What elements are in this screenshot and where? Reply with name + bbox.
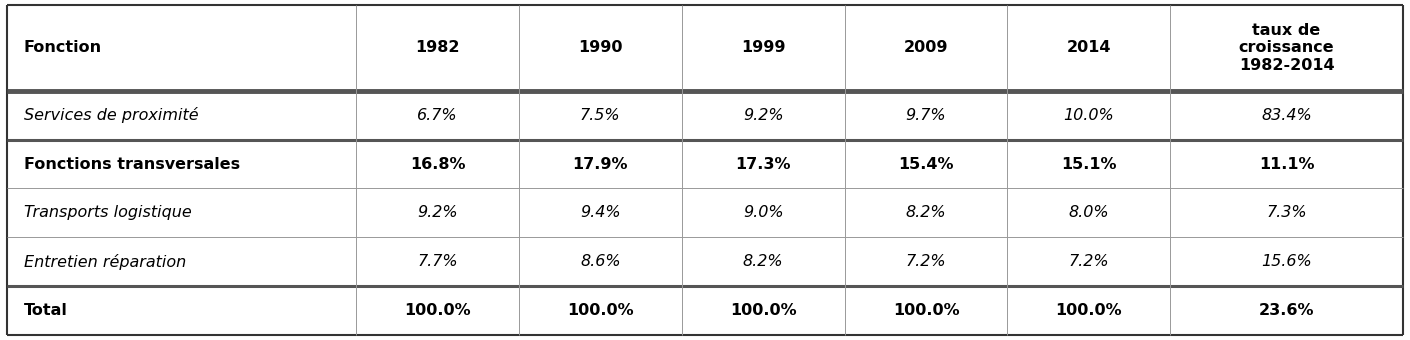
Text: 9.7%: 9.7% <box>905 108 946 123</box>
Text: 7.7%: 7.7% <box>417 254 458 269</box>
Text: 9.0%: 9.0% <box>743 205 784 220</box>
Text: 16.8%: 16.8% <box>410 156 465 172</box>
Text: Total: Total <box>24 303 68 318</box>
Text: 1982: 1982 <box>415 40 460 55</box>
Text: Fonction: Fonction <box>24 40 102 55</box>
Text: 8.0%: 8.0% <box>1069 205 1110 220</box>
Text: 15.4%: 15.4% <box>898 156 953 172</box>
Text: 100.0%: 100.0% <box>893 303 959 318</box>
Text: Fonctions transversales: Fonctions transversales <box>24 156 240 172</box>
Text: 7.5%: 7.5% <box>580 108 620 123</box>
Text: Services de proximité: Services de proximité <box>24 107 199 123</box>
Text: 6.7%: 6.7% <box>417 108 458 123</box>
Text: 11.1%: 11.1% <box>1259 156 1314 172</box>
Text: 100.0%: 100.0% <box>405 303 471 318</box>
Text: 8.2%: 8.2% <box>905 205 946 220</box>
Text: 7.2%: 7.2% <box>1069 254 1110 269</box>
Text: 7.2%: 7.2% <box>905 254 946 269</box>
Text: 1990: 1990 <box>578 40 623 55</box>
Text: 10.0%: 10.0% <box>1063 108 1114 123</box>
Text: 100.0%: 100.0% <box>730 303 797 318</box>
Text: Entretien réparation: Entretien réparation <box>24 254 186 270</box>
Text: 1999: 1999 <box>740 40 785 55</box>
Text: 9.2%: 9.2% <box>417 205 458 220</box>
Text: Transports logistique: Transports logistique <box>24 205 192 220</box>
Text: 15.1%: 15.1% <box>1062 156 1117 172</box>
Text: 2009: 2009 <box>904 40 949 55</box>
Text: 17.9%: 17.9% <box>572 156 627 172</box>
Text: 83.4%: 83.4% <box>1262 108 1311 123</box>
Text: 9.4%: 9.4% <box>580 205 620 220</box>
Text: 15.6%: 15.6% <box>1262 254 1311 269</box>
Text: 8.2%: 8.2% <box>743 254 784 269</box>
Text: 7.3%: 7.3% <box>1266 205 1307 220</box>
Text: 100.0%: 100.0% <box>1056 303 1122 318</box>
Text: 8.6%: 8.6% <box>580 254 620 269</box>
Text: 100.0%: 100.0% <box>567 303 633 318</box>
Text: 17.3%: 17.3% <box>736 156 791 172</box>
Text: 23.6%: 23.6% <box>1259 303 1314 318</box>
Text: 9.2%: 9.2% <box>743 108 784 123</box>
Text: taux de
croissance
1982-2014: taux de croissance 1982-2014 <box>1239 23 1334 73</box>
Text: 2014: 2014 <box>1066 40 1111 55</box>
